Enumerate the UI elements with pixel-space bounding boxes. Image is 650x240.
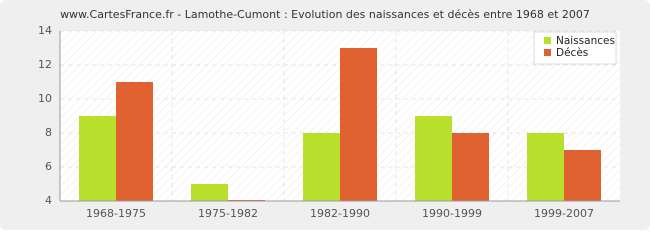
legend-swatch	[544, 37, 551, 44]
chart-title: www.CartesFrance.fr - Lamothe-Cumont : E…	[60, 8, 590, 21]
y-tick-label: 12	[38, 58, 52, 71]
x-tick-label: 1975-1982	[198, 207, 258, 220]
x-tick-label: 1982-1990	[310, 207, 370, 220]
y-tick-label: 14	[38, 24, 52, 37]
y-tick-label: 8	[45, 126, 52, 139]
legend-label: Naissances	[556, 35, 615, 47]
y-tick-label: 6	[45, 160, 52, 173]
bar	[415, 116, 452, 201]
y-tick-label: 4	[45, 194, 52, 207]
legend-swatch	[544, 49, 551, 56]
bar	[340, 48, 377, 201]
x-tick-label: 1968-1975	[86, 207, 146, 220]
bar	[191, 184, 228, 201]
x-tick-label: 1999-2007	[534, 207, 594, 220]
x-tick-label: 1990-1999	[422, 207, 482, 220]
bar	[79, 116, 116, 201]
y-tick-label: 10	[38, 92, 52, 105]
bar	[452, 133, 489, 201]
bar	[564, 150, 601, 201]
bar	[527, 133, 564, 201]
chart: www.CartesFrance.fr - Lamothe-Cumont : E…	[0, 0, 650, 230]
legend-label: Décès	[556, 47, 588, 59]
bar	[303, 133, 340, 201]
bar	[116, 82, 153, 201]
